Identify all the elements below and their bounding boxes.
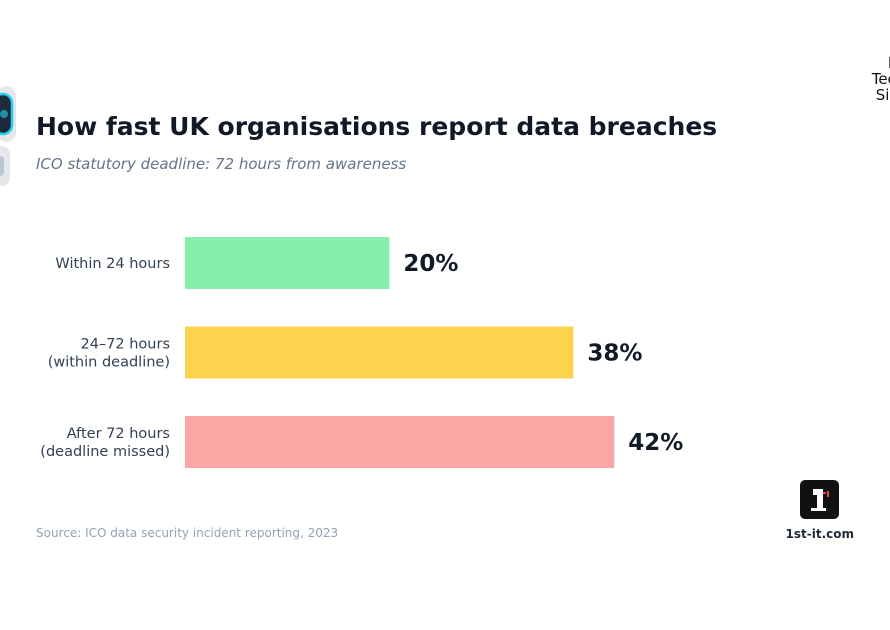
bar-1 bbox=[185, 237, 390, 289]
category-label-1-line-1: Within 24 hours bbox=[55, 256, 170, 272]
site-logo-icon bbox=[800, 480, 839, 519]
category-label-2-line-1: 24–72 hours bbox=[80, 337, 170, 353]
site-url: 1st-it.com bbox=[785, 527, 854, 541]
category-label-2-line-2: (within deadline) bbox=[48, 355, 170, 371]
value-label-3: 42% bbox=[628, 430, 683, 456]
category-label-3-line-1: After 72 hours bbox=[67, 426, 170, 442]
robot-mascot-image bbox=[0, 86, 16, 186]
source-note: Source: ICO data security incident repor… bbox=[36, 526, 339, 540]
value-label-1: 20% bbox=[403, 251, 458, 277]
brand-line-1: Ma bbox=[822, 55, 890, 71]
brand-line-2: Techno bbox=[871, 70, 890, 88]
bar-2 bbox=[185, 326, 574, 379]
category-label-3-line-2: (deadline missed) bbox=[40, 444, 170, 460]
bar-3 bbox=[185, 416, 615, 468]
brand-logo-text: Ma Techno Sim bbox=[822, 55, 890, 107]
chart-title: How fast UK organisations report data br… bbox=[36, 112, 718, 141]
brand-line-3: Sim bbox=[875, 86, 890, 104]
chart-subtitle: ICO statutory deadline: 72 hours from aw… bbox=[36, 155, 407, 173]
value-label-2: 38% bbox=[587, 341, 642, 367]
